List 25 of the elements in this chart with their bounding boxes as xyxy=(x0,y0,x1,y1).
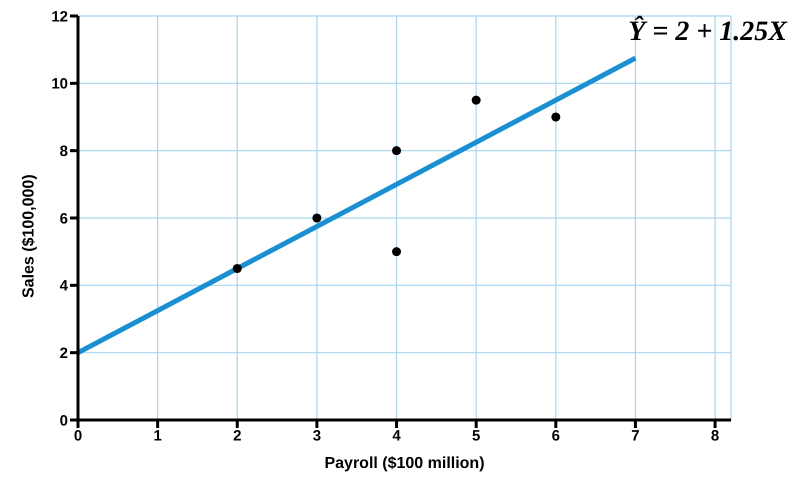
y-tick-label: 4 xyxy=(60,278,69,295)
y-tick-label: 2 xyxy=(60,344,68,362)
point xyxy=(232,264,242,274)
y-tick-label: 8 xyxy=(60,142,68,160)
y-tick-label: 6 xyxy=(60,210,68,228)
x-tick-label: 7 xyxy=(631,428,640,445)
y-axis-title: Sales ($100,000) xyxy=(20,174,38,298)
point xyxy=(472,96,481,105)
x-tick-label: 4 xyxy=(392,428,402,445)
point xyxy=(392,247,402,256)
x-tick-label: 1 xyxy=(153,428,162,445)
x-tick-label: 2 xyxy=(233,428,242,445)
x-tick-label: 0 xyxy=(74,428,82,445)
x-axis-title: Payroll ($100 million) xyxy=(324,455,485,472)
point xyxy=(551,112,560,122)
y-tick-label: 12 xyxy=(51,8,68,26)
x-tick-label: 3 xyxy=(312,428,322,445)
y-tick-label: 0 xyxy=(60,412,68,430)
point xyxy=(312,213,322,223)
point xyxy=(392,146,402,156)
y-tick-label: 10 xyxy=(51,76,68,93)
annotation: Ŷ = 2 + 1.25X xyxy=(628,16,787,48)
x-tick-label: 5 xyxy=(472,428,480,445)
x-tick-label: 8 xyxy=(710,428,720,445)
x-tick-label: 6 xyxy=(552,428,560,445)
